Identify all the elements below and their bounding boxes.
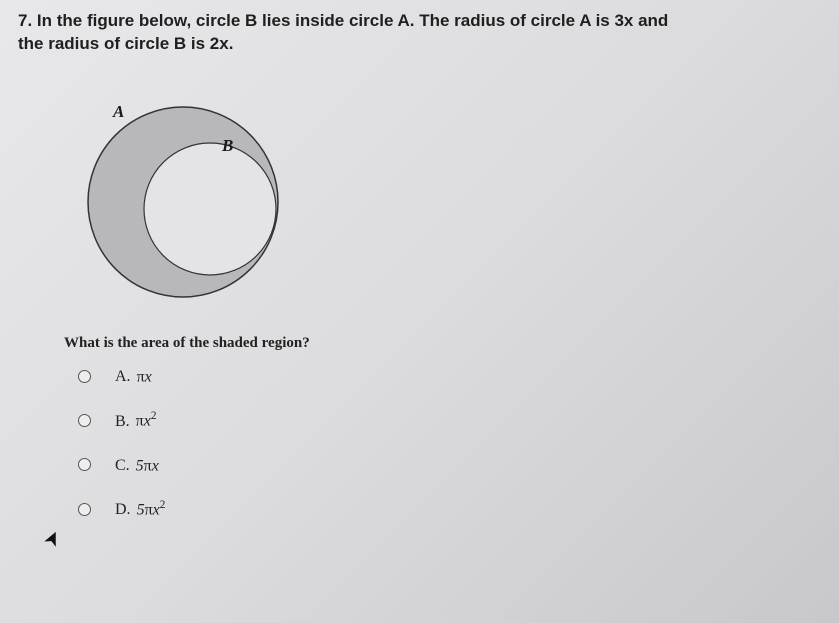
option-a-label: A. πx (115, 366, 152, 386)
cursor-icon: ➤ (38, 526, 68, 552)
option-a[interactable]: A. πx (78, 366, 821, 386)
option-c-label: C. 5πx (115, 455, 159, 475)
stem-line-1: In the figure below, circle B lies insid… (37, 11, 668, 30)
option-c[interactable]: C. 5πx (78, 455, 821, 475)
question-prompt: What is the area of the shaded region? (64, 335, 821, 352)
figure-svg: A B (58, 74, 318, 314)
stem-line-2: the radius of circle B is 2x. (18, 34, 233, 53)
answer-options: A. πx B. πx2 C. 5πx D. 5πx2 (78, 366, 821, 519)
option-d[interactable]: D. 5πx2 (78, 499, 821, 519)
worksheet-page: 7. In the figure below, circle B lies in… (0, 0, 839, 553)
radio-c[interactable] (78, 458, 91, 471)
question-number: 7. (18, 11, 32, 30)
circles-figure: A B (58, 74, 821, 319)
svg-text:A: A (112, 102, 124, 121)
svg-text:B: B (221, 136, 233, 155)
radio-b[interactable] (78, 414, 91, 427)
radio-d[interactable] (78, 503, 91, 516)
radio-a[interactable] (78, 370, 91, 383)
option-d-label: D. 5πx2 (115, 499, 165, 519)
question-stem: 7. In the figure below, circle B lies in… (18, 10, 821, 56)
option-b[interactable]: B. πx2 (78, 410, 821, 430)
option-b-label: B. πx2 (115, 410, 156, 430)
